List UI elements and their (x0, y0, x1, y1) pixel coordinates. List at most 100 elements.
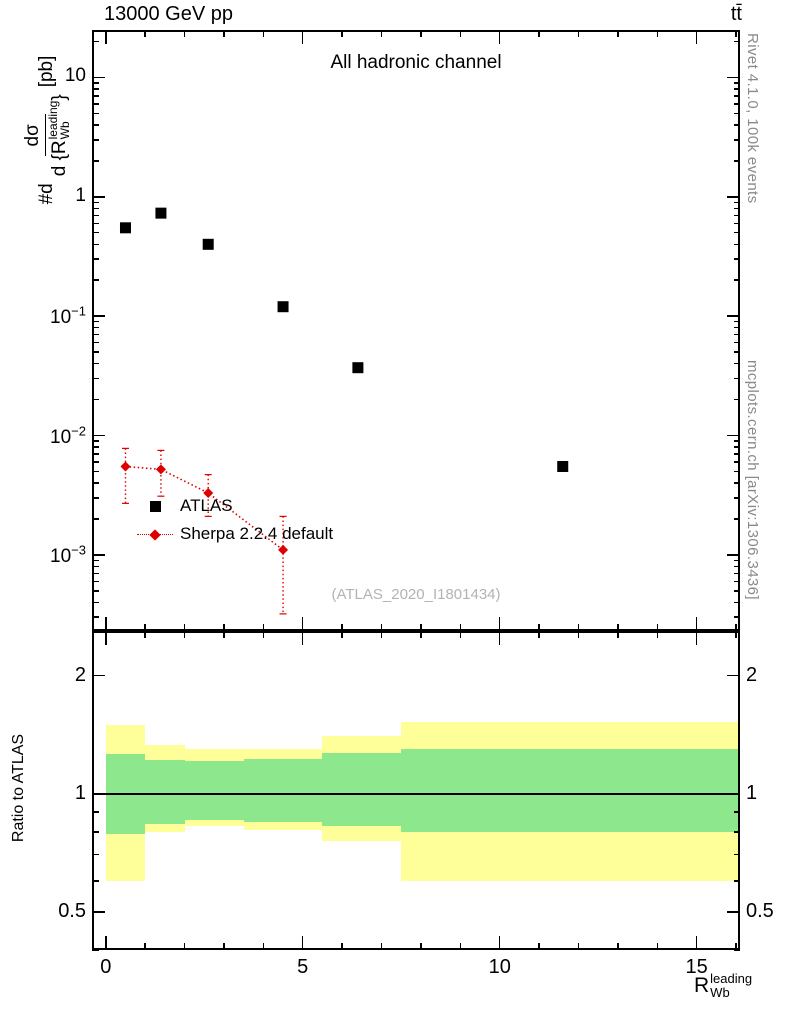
x-minor-tick (420, 943, 422, 950)
x-major-tick (301, 30, 304, 44)
x-axis-title: R leading Wb (694, 972, 752, 999)
y-axis-title-numerator: dσ (21, 114, 46, 157)
sherpa-data-point (120, 461, 131, 472)
ratio-uncertainty-band-green (184, 761, 244, 820)
x-minor-tick (656, 30, 659, 37)
y-minor-tick (92, 572, 99, 575)
y-minor-tick (92, 326, 99, 329)
y-minor-tick (92, 341, 99, 344)
y-minor-tick (92, 214, 99, 217)
y-minor-tick (733, 831, 740, 833)
y-major-tick (727, 554, 740, 556)
y-major-tick (727, 793, 740, 795)
denominator-close: } (48, 94, 70, 101)
x-minor-tick (459, 943, 462, 950)
y-minor-tick (733, 341, 740, 344)
atlas-data-point (202, 238, 214, 250)
y-minor-tick (92, 559, 99, 562)
y-minor-tick (92, 333, 99, 336)
y-minor-tick (92, 811, 99, 813)
x-major-tick (301, 936, 304, 950)
y-minor-tick (733, 518, 740, 520)
y-major-tick (92, 434, 105, 437)
ratio-y-tick-label-right: 0.5 (746, 899, 774, 922)
sherpa-data-point (155, 464, 166, 475)
y-minor-tick (92, 351, 99, 353)
sherpa-line (125, 465, 284, 551)
ratio-y-tick-label-right: 2 (746, 663, 758, 686)
y-minor-tick (733, 482, 740, 484)
ratio-uncertainty-band-green (243, 758, 323, 822)
x-minor-tick (735, 631, 737, 638)
y-major-tick (727, 434, 740, 437)
y-minor-tick (733, 565, 740, 568)
x-minor-tick (380, 631, 383, 638)
y-minor-tick (733, 320, 740, 323)
atlas-data-point (155, 207, 167, 219)
x-minor-tick (223, 631, 225, 638)
x-minor-tick (341, 30, 343, 37)
y-minor-tick (733, 590, 740, 592)
x-minor-tick (538, 624, 540, 631)
main-y-tick-label: 10−1 (50, 304, 86, 329)
x-minor-tick (420, 631, 422, 638)
y-minor-tick (92, 497, 99, 499)
y-minor-tick (733, 333, 740, 336)
atlas-data-point (557, 460, 569, 472)
y-minor-tick (92, 222, 99, 225)
x-minor-tick (459, 631, 462, 638)
y-minor-tick (733, 351, 740, 353)
y-minor-tick (733, 616, 740, 618)
data-layer (119, 207, 569, 615)
y-minor-tick (92, 565, 99, 568)
y-minor-tick (92, 601, 99, 604)
y-major-tick (92, 196, 105, 198)
x-minor-tick (656, 943, 659, 950)
rivet-version-label: Rivet 4.1.0, 100k events (744, 33, 761, 204)
denominator-subsup: leading Wb (46, 101, 73, 140)
x-minor-tick (262, 631, 265, 638)
y-minor-tick (733, 853, 740, 856)
x-major-tick (301, 617, 304, 631)
y-minor-tick (92, 377, 99, 380)
y-minor-tick (733, 377, 740, 380)
y-minor-tick (733, 214, 740, 217)
y-major-tick (92, 793, 105, 795)
y-major-tick (727, 674, 740, 677)
atlas-data-point (277, 301, 289, 313)
legend: ATLAS Sherpa 2.2.4 default (132, 492, 333, 548)
atlas-data-point (352, 362, 364, 374)
x-minor-tick (223, 943, 225, 950)
atlas-data-point (119, 222, 131, 234)
y-minor-tick (92, 201, 99, 204)
y-minor-tick (733, 160, 740, 162)
x-minor-tick (380, 30, 383, 37)
y-minor-tick (92, 949, 99, 951)
main-y-tick-label: 10 (64, 65, 86, 87)
y-minor-tick (733, 811, 740, 813)
legend-label-sherpa: Sherpa 2.2.4 default (180, 524, 334, 543)
y-minor-tick (733, 40, 740, 43)
y-minor-tick (733, 572, 740, 575)
x-minor-tick (617, 30, 619, 37)
denominator-text: d {R (48, 140, 70, 177)
ratio-y-tick-label-left: 2 (74, 663, 86, 686)
x-minor-tick (459, 30, 462, 37)
legend-item-atlas: ATLAS (132, 492, 333, 520)
x-minor-tick (420, 624, 422, 631)
x-major-tick (105, 631, 107, 645)
y-minor-tick (92, 243, 99, 246)
channel-title: All hadronic channel (330, 52, 502, 73)
y-minor-tick (92, 880, 99, 882)
y-axis-title-denominator: d {R leading Wb } (46, 94, 73, 177)
sherpa-diamond-marker-icon (132, 528, 178, 541)
x-minor-tick (341, 631, 343, 638)
x-major-tick (301, 631, 304, 645)
y-axis-title: #d dσ d {R leading Wb } [pb] (12, 5, 82, 255)
y-minor-tick (733, 231, 740, 234)
y-minor-tick (733, 470, 740, 473)
ratio-y-tick-label-left: 1 (74, 781, 86, 804)
y-minor-tick (733, 601, 740, 604)
x-major-tick (105, 617, 107, 631)
